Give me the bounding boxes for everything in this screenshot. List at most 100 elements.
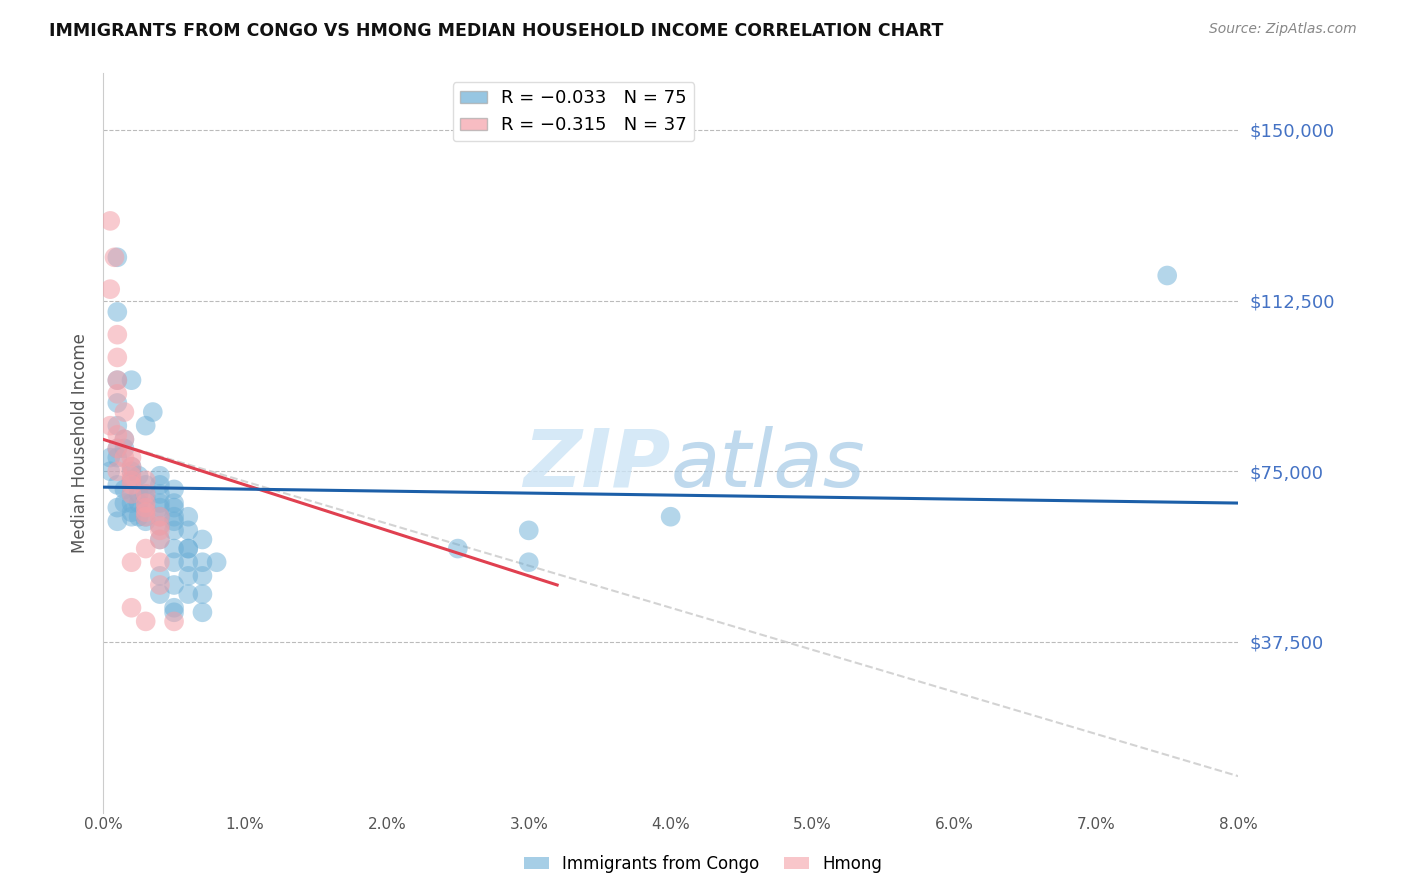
Point <box>112 405 135 419</box>
Point <box>517 555 540 569</box>
Point <box>177 555 200 569</box>
Point <box>149 524 172 538</box>
Point <box>149 487 172 501</box>
Point <box>149 578 172 592</box>
Legend: R = −0.033   N = 75, R = −0.315   N = 37: R = −0.033 N = 75, R = −0.315 N = 37 <box>453 82 695 142</box>
Point <box>149 468 172 483</box>
Point <box>128 509 150 524</box>
Point <box>149 478 172 492</box>
Point <box>105 450 128 465</box>
Point <box>149 587 172 601</box>
Point <box>149 555 172 569</box>
Point <box>135 487 157 501</box>
Point <box>205 555 228 569</box>
Point <box>177 541 200 556</box>
Point <box>163 555 186 569</box>
Point <box>121 459 143 474</box>
Point <box>163 514 186 528</box>
Point <box>1156 268 1178 283</box>
Point <box>98 464 121 478</box>
Point <box>135 509 157 524</box>
Point <box>105 442 128 456</box>
Point <box>135 500 157 515</box>
Point <box>177 569 200 583</box>
Point <box>149 518 172 533</box>
Point <box>105 327 128 342</box>
Point <box>191 533 214 547</box>
Point <box>191 569 214 583</box>
Point <box>177 524 200 538</box>
Point <box>121 555 143 569</box>
Point <box>191 605 214 619</box>
Point <box>149 533 172 547</box>
Point <box>177 587 200 601</box>
Point <box>105 373 128 387</box>
Point <box>105 514 128 528</box>
Point <box>163 605 186 619</box>
Point <box>105 396 128 410</box>
Point <box>121 459 143 474</box>
Point <box>163 483 186 497</box>
Legend: Immigrants from Congo, Hmong: Immigrants from Congo, Hmong <box>517 848 889 880</box>
Point <box>135 615 157 629</box>
Point <box>135 500 157 515</box>
Text: IMMIGRANTS FROM CONGO VS HMONG MEDIAN HOUSEHOLD INCOME CORRELATION CHART: IMMIGRANTS FROM CONGO VS HMONG MEDIAN HO… <box>49 22 943 40</box>
Point <box>121 509 143 524</box>
Point <box>98 282 121 296</box>
Point <box>135 496 157 510</box>
Point <box>177 541 200 556</box>
Point <box>121 505 143 519</box>
Point <box>105 373 128 387</box>
Point <box>121 487 143 501</box>
Point <box>135 514 157 528</box>
Point <box>177 509 200 524</box>
Point <box>149 569 172 583</box>
Point <box>163 541 186 556</box>
Point <box>149 509 172 524</box>
Point <box>191 587 214 601</box>
Point <box>135 478 157 492</box>
Point <box>149 496 172 510</box>
Point <box>98 418 121 433</box>
Point <box>105 478 128 492</box>
Point <box>112 483 135 497</box>
Point <box>163 524 186 538</box>
Point <box>447 541 470 556</box>
Point <box>128 487 150 501</box>
Point <box>105 464 128 478</box>
Point <box>135 473 157 487</box>
Point <box>163 600 186 615</box>
Point <box>121 473 143 487</box>
Point <box>105 351 128 365</box>
Point <box>121 373 143 387</box>
Point <box>121 473 143 487</box>
Point <box>163 578 186 592</box>
Point <box>135 505 157 519</box>
Point <box>128 496 150 510</box>
Text: Source: ZipAtlas.com: Source: ZipAtlas.com <box>1209 22 1357 37</box>
Point <box>112 433 135 447</box>
Point <box>121 468 143 483</box>
Point <box>135 509 157 524</box>
Point <box>135 491 157 506</box>
Point <box>112 450 135 465</box>
Point <box>142 405 165 419</box>
Point <box>128 468 150 483</box>
Point <box>112 433 135 447</box>
Point <box>135 418 157 433</box>
Y-axis label: Median Household Income: Median Household Income <box>72 333 89 553</box>
Point <box>98 214 121 228</box>
Point <box>121 478 143 492</box>
Point <box>163 615 186 629</box>
Point <box>149 509 172 524</box>
Point <box>121 450 143 465</box>
Text: atlas: atlas <box>671 426 865 504</box>
Point <box>517 524 540 538</box>
Point <box>163 509 186 524</box>
Point <box>135 541 157 556</box>
Point <box>191 555 214 569</box>
Point <box>103 250 125 264</box>
Text: ZIP: ZIP <box>523 426 671 504</box>
Point <box>105 305 128 319</box>
Point <box>105 500 128 515</box>
